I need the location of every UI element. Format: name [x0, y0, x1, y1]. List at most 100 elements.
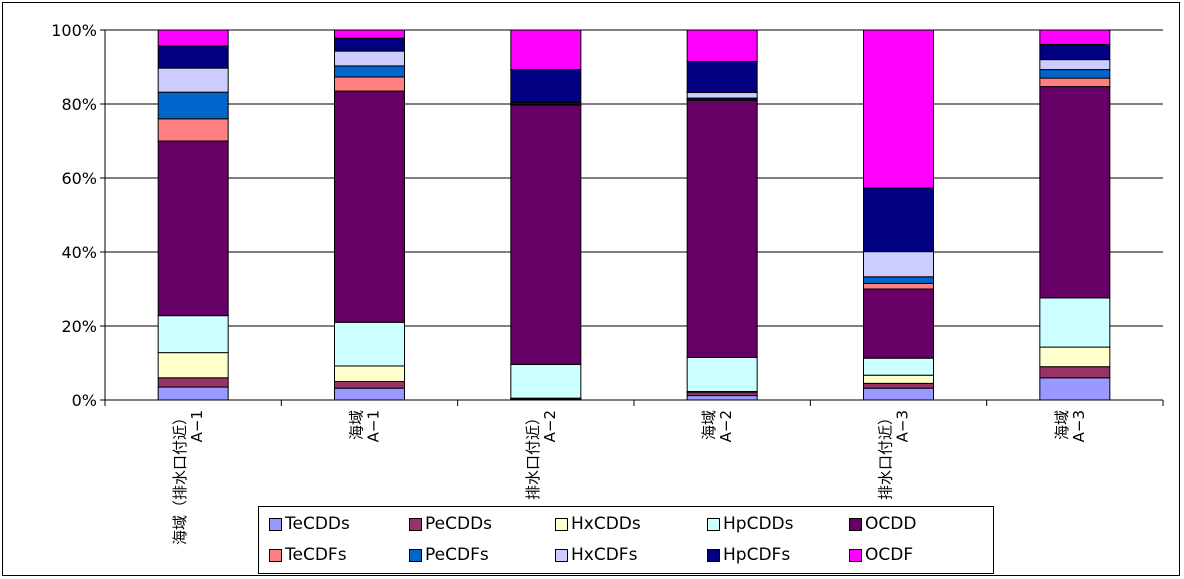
x-tick-label: A−1: [365, 410, 383, 442]
bar-segment-hxcdfs: [157, 67, 229, 93]
y-tick-label: 100%: [51, 21, 97, 40]
bar-segment-pecdds: [863, 382, 934, 389]
gridlines: [105, 29, 1163, 327]
bar-segment-hpcdfs: [334, 37, 405, 52]
legend-swatch: [555, 548, 568, 562]
legend-item-pecdfs: PeCDFs: [409, 544, 489, 566]
bar-segment-ocdd: [510, 104, 582, 365]
y-tick-label: 60%: [61, 169, 97, 188]
legend-item-hpcdfs: HpCDFs: [707, 544, 790, 566]
legend-item-hxcdfs: HxCDFs: [555, 544, 637, 566]
bar-segment-tecdds: [1039, 377, 1111, 401]
x-tick-label: A−2: [717, 410, 735, 442]
bar-segment-hxcdds: [863, 374, 934, 384]
legend-swatch: [269, 517, 282, 531]
bar-segment-hxcdfs: [686, 92, 758, 99]
x-tick-label: 海域: [700, 410, 718, 440]
x-tick-label: 海域: [1053, 410, 1071, 440]
bar-segment-hpcdfs: [1039, 43, 1111, 61]
x-tick-label: 海域（排水口付近）: [171, 410, 189, 545]
x-tick-label: A−2: [541, 410, 559, 442]
legend-swatch: [849, 517, 862, 531]
legend-label: HpCDDs: [723, 514, 794, 534]
bar-segment-hxcdfs: [334, 50, 405, 67]
legend-swatch: [409, 548, 422, 562]
bar-segment-ocdf: [1039, 29, 1111, 45]
bar-segment-hpcdfs: [686, 60, 758, 94]
bar-segment-hxcdds: [334, 365, 405, 382]
legend-item-ocdd: OCDD: [849, 513, 916, 535]
bar-segment-pecdfs: [157, 91, 229, 120]
legend-label: HxCDFs: [571, 545, 638, 565]
legend-item-pecdds: PeCDDs: [409, 513, 492, 535]
bar-segment-tecdds: [863, 387, 934, 401]
y-tick-label: 80%: [61, 95, 97, 114]
x-tick-label: 排水口付近）: [524, 410, 542, 500]
legend-label: HxCDDs: [571, 514, 641, 534]
x-tick-label: A−1: [188, 410, 206, 442]
bar-segment-pecdds: [334, 381, 405, 389]
bar-segment-hpcdfs: [157, 45, 229, 69]
bar-segment-hpcdds: [1039, 297, 1111, 348]
bar-segment-ocdd: [334, 90, 405, 323]
bar-segment-hxcdfs: [863, 251, 934, 278]
bar-segment-hpcdds: [157, 315, 229, 354]
bar-segment-hxcdds: [1039, 346, 1111, 368]
bar-segment-hpcdfs: [863, 187, 934, 253]
bar-segment-hxcdfs: [1039, 59, 1111, 71]
bar-segment-ocdd: [686, 99, 758, 358]
bar-segment-pecdfs: [334, 65, 405, 78]
y-tick-label: 20%: [61, 317, 97, 336]
legend-label: OCDF: [865, 545, 914, 565]
bar-segment-ocdf: [157, 29, 229, 47]
bar-segment-pecdfs: [863, 276, 934, 284]
bar-segment-ocdf: [863, 29, 934, 189]
legend-item-tecdds: TeCDDs: [269, 513, 350, 535]
legend-swatch: [707, 517, 720, 531]
legend-item-ocdf: OCDF: [849, 544, 913, 566]
bar-segment-ocdf: [686, 29, 758, 62]
legend-swatch: [409, 517, 422, 531]
bar-segment-tecdds: [157, 386, 229, 401]
legend: TeCDDs PeCDDs HxCDDs HpCDDs OCDD TeCDFs PeCDFs…: [258, 506, 994, 574]
legend-swatch: [849, 548, 862, 562]
x-tick-label: 排水口付近）: [877, 410, 895, 500]
x-tick-label: A−3: [1070, 410, 1088, 442]
bar-segment-hpcdfs: [510, 69, 582, 104]
bar-segment-ocdd: [863, 288, 934, 359]
bars: [157, 29, 1111, 401]
bar-segment-tecdfs: [157, 118, 229, 142]
legend-label: TeCDFs: [285, 545, 347, 565]
legend-item-hpcdds: HpCDDs: [707, 513, 793, 535]
bar-segment-ocdd: [1039, 86, 1111, 299]
x-tick-labels: 海域（排水口付近） A−1 海域 A−1 排水口付近） A−2 海域 A−2 排水口付近） A−3…: [171, 410, 1088, 545]
bar-segment-ocdf: [510, 29, 582, 71]
legend-item-tecdfs: TeCDFs: [269, 544, 347, 566]
bar-segment-hpcdds: [686, 356, 758, 392]
bar-segment-tecdfs: [334, 76, 405, 92]
y-tick-label: 40%: [61, 243, 97, 262]
bar-segment-tecdfs: [863, 282, 934, 290]
bar-segment-pecdfs: [1039, 69, 1111, 79]
bar-segment-tecdds: [334, 387, 405, 401]
bar-segment-tecdfs: [1039, 77, 1111, 88]
legend-item-hxcdds: HxCDDs: [555, 513, 641, 535]
bar-segment-hpcdds: [334, 321, 405, 367]
legend-label: HpCDFs: [723, 545, 791, 565]
bar-segment-pecdds: [157, 377, 229, 388]
legend-label: PeCDFs: [425, 545, 489, 565]
bar-segment-hpcdds: [510, 363, 582, 399]
y-tick-label: 0%: [72, 391, 97, 410]
legend-label: PeCDDs: [425, 514, 493, 534]
legend-label: OCDD: [865, 514, 917, 534]
y-tick-labels: 0% 20% 40% 60% 80% 100%: [51, 21, 97, 410]
x-tick-label: A−3: [894, 410, 912, 442]
bar-segment-tecdds: [686, 395, 758, 401]
x-tick-label: 海域: [348, 410, 366, 440]
legend-swatch: [707, 548, 720, 562]
axes: [100, 29, 1164, 406]
legend-swatch: [555, 517, 568, 531]
bar-segment-hxcdds: [157, 352, 229, 379]
